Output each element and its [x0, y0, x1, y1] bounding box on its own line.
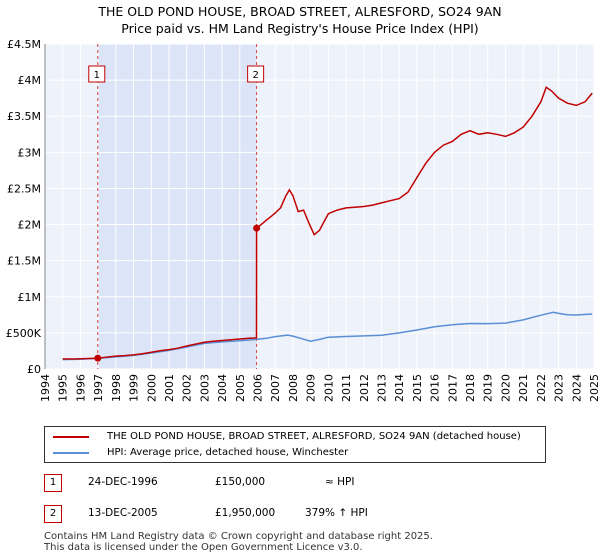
x-tick-label: 2010 — [322, 374, 335, 402]
x-tick-label: 2020 — [499, 374, 512, 402]
legend-item-property: THE OLD POND HOUSE, BROAD STREET, ALRESF… — [53, 429, 521, 444]
chart-title: THE OLD POND HOUSE, BROAD STREET, ALRESF… — [0, 3, 600, 37]
price-chart: £0 £500K £1M £1.5M £2M £2.5M £3M £3.5M £4M £4.5M 1… — [6, 38, 600, 402]
y-tick-label: £0 — [27, 363, 41, 376]
transaction-marker: 1 — [44, 474, 62, 492]
x-tick-label: 2017 — [446, 374, 459, 402]
x-tick-label: 2018 — [464, 374, 477, 402]
annotation-box — [247, 65, 265, 83]
x-tick-label: 2001 — [163, 374, 176, 402]
series-line — [62, 311, 593, 361]
x-tick-label: 2019 — [482, 374, 495, 402]
x-tick-label: 2009 — [305, 374, 318, 402]
x-tick-label: 2006 — [252, 374, 265, 402]
x-tick-label: 2002 — [181, 374, 194, 402]
y-tick-label: £2M — [18, 219, 42, 232]
y-tick-label: £1.5M — [7, 255, 41, 268]
footer-licence: This data is licensed under the Open Gov… — [44, 542, 363, 553]
transaction-date: 24-DEC-1996 — [88, 476, 158, 488]
x-tick-label: 1999 — [128, 374, 141, 402]
sale-point — [253, 224, 261, 232]
x-tick-label: 2003 — [198, 374, 211, 402]
y-tick-label: £1M — [18, 291, 42, 304]
x-tick-label: 2013 — [375, 374, 388, 402]
x-tick-label: 2022 — [535, 374, 548, 402]
y-tick-label: £4.5M — [7, 38, 41, 51]
transaction-hpi: 379% ↑ HPI — [305, 507, 368, 519]
legend-label-property: THE OLD POND HOUSE, BROAD STREET, ALRESF… — [107, 431, 521, 442]
x-tick-label: 1997 — [92, 374, 105, 402]
transaction-date: 13-DEC-2005 — [88, 507, 158, 519]
y-tick-label: £3M — [18, 146, 42, 159]
annotation-box — [88, 65, 106, 83]
y-tick-label: £2.5M — [7, 182, 41, 195]
shaded-ownership-period — [97, 44, 257, 369]
legend-item-hpi: HPI: Average price, detached house, Winc… — [53, 445, 348, 460]
x-tick-label: 2008 — [287, 374, 300, 402]
transaction-marker: 2 — [44, 505, 62, 523]
transaction-price: £1,950,000 — [215, 507, 276, 519]
footer: Contains HM Land Registry data © Crown c… — [44, 531, 433, 553]
x-tick-label: 1995 — [57, 374, 70, 402]
x-tick-label: 2023 — [553, 374, 566, 402]
x-tick-label: 2012 — [358, 374, 371, 402]
x-tick-label: 2014 — [393, 374, 406, 402]
x-tick-label: 1998 — [110, 374, 123, 402]
x-tick-label: 2004 — [216, 374, 229, 402]
x-tick-label: 2016 — [429, 374, 442, 402]
title-line-1: THE OLD POND HOUSE, BROAD STREET, ALRESF… — [98, 4, 502, 19]
footer-copyright: Contains HM Land Registry data © Crown c… — [44, 531, 433, 542]
x-tick-label: 2011 — [340, 374, 353, 402]
x-tick-label: 2024 — [570, 374, 583, 402]
x-tick-label: 2021 — [517, 374, 530, 402]
x-tick-label: 2025 — [588, 374, 600, 402]
annotation-label: 2 — [252, 70, 258, 81]
legend-swatch-property — [53, 435, 89, 438]
x-tick-label: 2007 — [269, 374, 282, 402]
title-line-2: Price paid vs. HM Land Registry's House … — [121, 21, 479, 36]
transaction-price: £150,000 — [215, 476, 266, 488]
series-line — [62, 86, 593, 360]
legend: THE OLD POND HOUSE, BROAD STREET, ALRESF… — [44, 426, 546, 463]
legend-swatch-hpi — [53, 451, 89, 454]
x-tick-label: 2000 — [145, 374, 158, 402]
annotation-label: 1 — [94, 70, 100, 81]
x-tick-label: 1994 — [39, 374, 52, 402]
y-tick-label: £4M — [18, 74, 42, 87]
sale-point — [94, 354, 102, 362]
y-tick-label: £3.5M — [7, 110, 41, 123]
x-tick-label: 2015 — [411, 374, 424, 402]
y-tick-label: £500K — [6, 327, 42, 340]
legend-label-hpi: HPI: Average price, detached house, Winc… — [107, 447, 349, 458]
transaction-hpi: ≈ HPI — [325, 476, 355, 488]
x-tick-label: 2005 — [234, 374, 247, 402]
x-tick-label: 1996 — [74, 374, 87, 402]
